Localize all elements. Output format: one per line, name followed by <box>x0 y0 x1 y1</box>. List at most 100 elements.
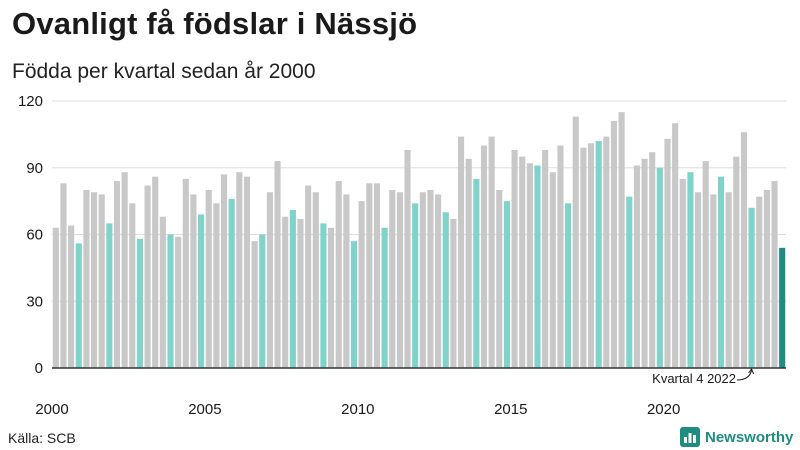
bar <box>473 178 480 369</box>
bar <box>771 181 778 368</box>
bar <box>503 201 510 369</box>
bar <box>702 161 709 368</box>
bar <box>542 149 549 368</box>
bar <box>396 192 403 368</box>
bar <box>572 116 579 368</box>
bar <box>511 149 518 368</box>
y-tick-label: 30 <box>26 293 43 310</box>
annotation-arrow <box>736 369 753 381</box>
bar <box>450 218 457 368</box>
bar <box>305 185 312 368</box>
bar <box>488 136 495 368</box>
bar <box>717 176 725 368</box>
bar <box>618 112 625 369</box>
bar <box>274 161 281 368</box>
bar <box>213 203 220 368</box>
bar <box>664 138 671 368</box>
source-label: Källa: SCB <box>8 430 76 446</box>
bar <box>75 243 82 368</box>
bar <box>282 216 289 368</box>
bar <box>412 203 419 368</box>
x-tick-label: 2015 <box>494 401 527 418</box>
bar <box>366 183 373 368</box>
bar <box>557 145 564 368</box>
bar <box>389 190 396 368</box>
bar <box>106 223 113 369</box>
bar <box>259 234 266 368</box>
bar <box>182 178 189 369</box>
bar <box>343 194 350 368</box>
bar <box>442 212 449 368</box>
y-tick-label: 90 <box>26 160 43 177</box>
bar <box>519 156 526 369</box>
bar <box>496 190 503 368</box>
bar <box>565 203 572 368</box>
bar <box>129 203 136 368</box>
x-tick-label: 2005 <box>188 401 221 418</box>
bar <box>228 198 235 368</box>
bar <box>404 149 411 368</box>
bar <box>748 207 755 368</box>
bar <box>733 156 740 369</box>
x-tick-label: 2010 <box>341 401 374 418</box>
bar <box>175 236 182 368</box>
bar <box>320 223 327 369</box>
bar <box>113 181 121 368</box>
bar <box>779 247 786 368</box>
y-tick-label: 0 <box>35 360 43 377</box>
bar <box>358 201 365 369</box>
bar <box>190 194 197 368</box>
annotation-label: Kvartal 4 2022 <box>652 371 736 386</box>
bar <box>595 141 602 368</box>
bar <box>266 192 273 368</box>
bar <box>236 172 243 368</box>
bar <box>198 214 205 368</box>
bar <box>312 192 319 368</box>
bar <box>580 147 587 368</box>
bar <box>220 174 228 368</box>
bar <box>649 152 656 368</box>
bar <box>328 227 335 368</box>
x-tick-label: 2020 <box>647 401 680 418</box>
bar <box>457 136 465 368</box>
bar <box>695 192 702 368</box>
bar <box>373 183 381 368</box>
bar <box>335 181 342 368</box>
bar <box>350 241 358 368</box>
bar <box>534 165 541 368</box>
newsworthy-logo: Newsworthy <box>680 427 793 447</box>
bar <box>626 196 633 368</box>
bar <box>144 185 151 368</box>
bar <box>763 190 770 368</box>
bar <box>679 178 686 369</box>
brand-name: Newsworthy <box>705 428 794 446</box>
bar <box>756 196 763 368</box>
bar <box>381 227 388 368</box>
bar <box>710 194 717 368</box>
bar <box>205 190 212 368</box>
bar <box>68 225 75 368</box>
bar <box>121 172 128 368</box>
y-tick-label: 120 <box>18 93 43 110</box>
chart-subtitle: Födda per kvartal sedan år 2000 <box>12 60 316 83</box>
y-tick-label: 60 <box>26 227 43 244</box>
bar <box>549 172 556 368</box>
bar <box>480 145 488 368</box>
newsworthy-logo-icon <box>680 427 700 447</box>
bar <box>60 183 67 368</box>
bar <box>289 210 296 368</box>
chart-title: Ovanligt få födslar i Nässjö <box>12 6 418 41</box>
bar <box>136 238 143 368</box>
bar <box>251 241 258 368</box>
bar <box>587 143 595 368</box>
bar <box>159 216 166 368</box>
bar <box>427 190 434 368</box>
bar <box>90 192 98 368</box>
bar <box>725 192 732 368</box>
bar <box>526 163 533 368</box>
bar <box>297 218 304 368</box>
bar <box>243 176 251 368</box>
bar <box>52 227 59 368</box>
bar <box>610 121 618 369</box>
